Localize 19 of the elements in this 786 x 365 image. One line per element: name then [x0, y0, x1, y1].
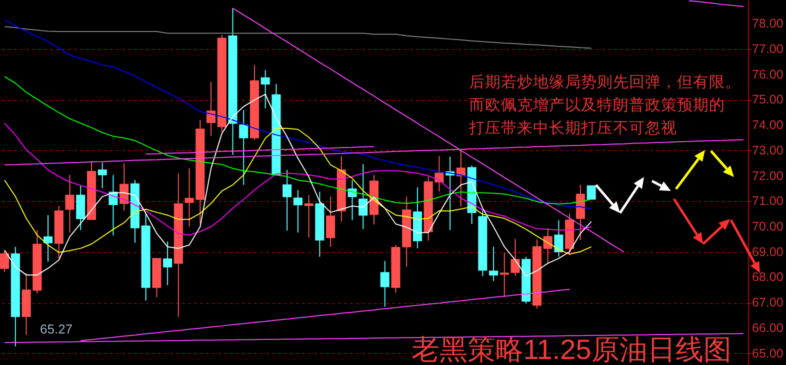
- y-tick-label: 78.00: [752, 16, 784, 31]
- y-tick-label: 70.00: [752, 220, 784, 234]
- annotation: 而欧佩克增产以及特朗普政策预期的: [469, 96, 725, 114]
- y-tick-label: 67.00: [752, 296, 784, 310]
- y-tick-label: 75.00: [752, 92, 784, 107]
- y-tick-label: 69.00: [752, 244, 784, 259]
- y-tick-label: 66.00: [752, 320, 784, 335]
- y-tick-label: 71.00: [752, 194, 784, 208]
- y-tick-label: 76.00: [752, 67, 784, 82]
- annotation: 65.27: [40, 321, 73, 336]
- y-tick-label: 65.00: [752, 346, 784, 360]
- y-tick-label: 74.00: [752, 118, 784, 132]
- y-tick-label: 73.00: [752, 143, 784, 158]
- y-tick-label: 72.00: [752, 168, 784, 183]
- y-tick-label: 68.00: [752, 270, 784, 284]
- annotation: 打压带来中长期打压不可忽视: [468, 119, 677, 137]
- y-tick-label: 77.00: [752, 42, 784, 56]
- annotation: 后期若炒地缘局势则先回弹，但有限。: [469, 73, 741, 91]
- text: 老黑策略11.25原油日线图: [411, 334, 732, 365]
